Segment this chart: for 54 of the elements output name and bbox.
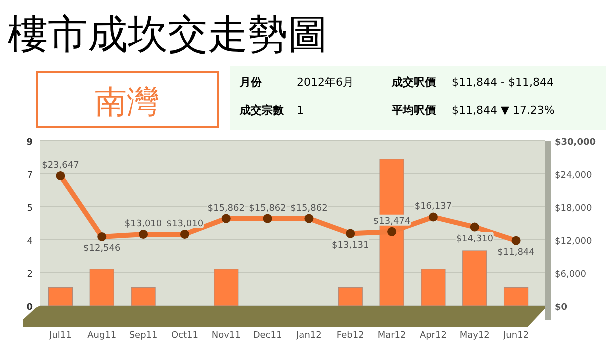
y2-tick-label: $12,000 [555, 237, 592, 247]
annotation: 成交宗數 [240, 104, 284, 117]
data-label: $15,862 [290, 204, 328, 214]
y-tick-label: 5 [27, 204, 33, 214]
y2-tick-label: $6,000 [555, 270, 587, 280]
x-tick-label: Feb12 [336, 331, 364, 341]
annotation: 平均呎價 [392, 104, 436, 117]
annotation: $11,844 - $11,844 [452, 76, 554, 89]
bar [90, 269, 114, 306]
bar [504, 287, 529, 306]
bar [462, 250, 488, 306]
x-tick-label: Nov11 [212, 331, 241, 341]
data-label: $13,010 [124, 219, 162, 230]
x-tick-label: Jan12 [296, 331, 322, 341]
x-tick-label: Dec11 [253, 331, 282, 341]
y-tick-label: 4 [27, 237, 34, 247]
y-tick-label: 2 [27, 270, 33, 280]
y2-tick-label: $30,000 [555, 138, 596, 148]
annotation: 2012年6月 [297, 76, 354, 89]
bar [214, 269, 239, 306]
chart-subtitle: 南灣 [95, 83, 159, 121]
data-label: $13,131 [332, 240, 370, 251]
x-tick-label: Jul11 [48, 331, 72, 341]
annotation: 成交呎價 [392, 76, 436, 89]
data-label: $13,474 [373, 216, 411, 227]
x-tick-label: Oct11 [171, 331, 198, 341]
data-label: $13,010 [166, 219, 204, 230]
x-tick-label: Jun12 [502, 331, 530, 341]
bar [48, 287, 74, 306]
title: 樓市成坎交走勢圖 [8, 12, 328, 58]
x-tick-label: May12 [460, 331, 490, 341]
y-tick-label: 7 [27, 171, 33, 181]
annotation: 1 [297, 104, 304, 117]
y2-tick-label: $0 [555, 303, 568, 313]
data-label: $11,844 [498, 248, 536, 258]
bar [131, 287, 156, 306]
y-tick-label: 0 [26, 303, 33, 313]
bar [421, 269, 446, 306]
annotation: $11,844 ▼ 17.23% [452, 104, 555, 117]
data-label: $23,647 [42, 160, 80, 171]
data-label: $15,862 [208, 204, 245, 214]
x-tick-label: Aug11 [88, 331, 117, 341]
y2-tick-label: $24,000 [555, 171, 592, 181]
data-label: $16,137 [414, 202, 452, 212]
x-tick-label: Mar12 [378, 331, 406, 341]
x-tick-label: Sep11 [129, 331, 158, 341]
annotation: 月份 [240, 76, 262, 89]
y2-tick-label: $18,000 [555, 204, 592, 214]
y-tick-label: 9 [26, 138, 33, 148]
bar [338, 287, 363, 306]
data-label: $12,546 [84, 244, 122, 254]
x-tick-label: Apr12 [420, 331, 447, 341]
data-label: $15,862 [249, 204, 286, 214]
data-label: $14,310 [456, 234, 494, 244]
